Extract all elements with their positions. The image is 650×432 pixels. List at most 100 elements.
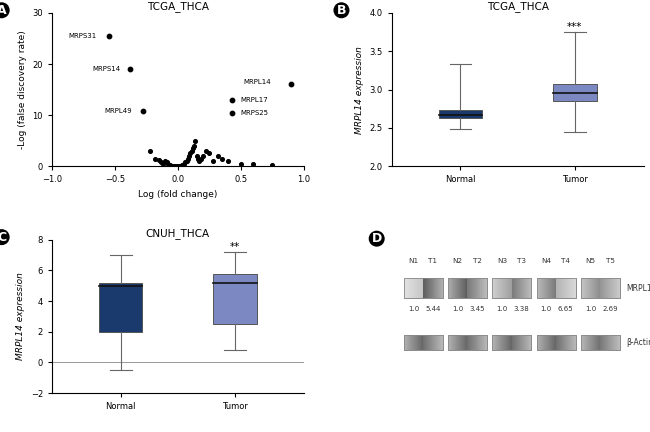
Text: T3: T3 [517,258,526,264]
Text: MRPS31: MRPS31 [68,33,97,39]
Bar [536,278,575,298]
Point [198,152,208,159]
Text: 6.65: 6.65 [558,306,573,312]
Point [154,157,164,164]
Point [183,155,193,162]
Point [267,161,278,168]
Text: 1.0: 1.0 [585,306,596,312]
Text: T1: T1 [428,258,437,264]
Text: T4: T4 [561,258,570,264]
Text: MRPL49: MRPL49 [105,108,133,114]
Point [160,158,170,165]
Text: MRPL17: MRPL17 [240,97,268,103]
Text: T5: T5 [606,258,614,264]
Point [208,158,218,165]
Bar [404,278,443,298]
Point [204,150,214,157]
Point [227,96,237,103]
Text: MRPL14: MRPL14 [243,79,271,85]
Bar [581,335,620,350]
Point [286,81,296,88]
Text: 1.0: 1.0 [497,306,508,312]
Y-axis label: MRPL14 expression: MRPL14 expression [16,273,25,360]
Text: ***: *** [567,22,582,32]
Point [165,162,176,168]
Point [213,152,224,159]
Bar [536,335,575,350]
Point [223,158,233,165]
Text: N3: N3 [497,258,507,264]
Text: T2: T2 [473,258,482,264]
Bar [448,335,487,350]
Text: N5: N5 [586,258,595,264]
Text: 2.69: 2.69 [603,306,618,312]
Bar [99,283,142,332]
Bar [404,335,443,350]
Bar [448,335,487,350]
Text: 1.0: 1.0 [408,306,419,312]
Point [194,158,205,165]
Text: MRPL14: MRPL14 [626,284,650,292]
Bar [553,84,597,101]
Point [193,155,203,162]
Text: 5.44: 5.44 [425,306,441,312]
Bar [439,110,482,118]
Y-axis label: -Log (false discovery rate): -Log (false discovery rate) [18,30,27,149]
Point [156,159,166,165]
Point [248,160,259,167]
Text: 1.0: 1.0 [541,306,552,312]
Bar [581,335,620,350]
Title: TCGA_THCA: TCGA_THCA [487,1,549,12]
Text: N4: N4 [541,258,551,264]
Point [189,143,200,149]
Point [162,160,173,167]
Bar [213,273,257,324]
Point [235,160,246,167]
Point [187,147,197,154]
Point [181,158,192,165]
Bar [581,278,620,298]
Point [145,147,155,154]
Bar [492,335,531,350]
Text: MRPS25: MRPS25 [240,110,269,116]
Text: **: ** [230,242,240,252]
Text: C: C [0,231,6,244]
Point [166,162,177,169]
Bar [404,278,443,298]
Point [216,155,227,162]
Point [188,145,198,152]
Point [185,150,196,157]
Title: CNUH_THCA: CNUH_THCA [146,228,210,238]
Text: MRPS14: MRPS14 [92,66,120,72]
Point [177,161,188,168]
Point [157,160,168,167]
Text: 3.45: 3.45 [469,306,485,312]
Point [103,32,114,39]
Point [161,159,172,165]
Point [175,162,185,169]
Point [180,159,190,165]
Text: β-Actin: β-Actin [626,338,650,347]
Point [172,163,182,170]
Point [176,162,187,168]
Title: TCGA_THCA: TCGA_THCA [147,1,209,12]
Text: 1.0: 1.0 [452,306,463,312]
Point [164,161,174,168]
Point [170,163,181,170]
Text: N1: N1 [408,258,419,264]
Point [174,163,185,170]
X-axis label: Log (fold change): Log (fold change) [138,190,218,199]
Point [192,152,202,159]
Point [200,147,211,154]
Bar [536,335,575,350]
Y-axis label: MRPL14 expression: MRPL14 expression [355,46,364,133]
Bar [404,335,443,350]
Point [173,163,183,170]
Bar [492,335,531,350]
Point [169,163,179,170]
Point [227,109,237,116]
Bar [492,278,531,298]
Bar [448,278,487,298]
Text: B: B [337,4,346,17]
Bar [448,278,487,298]
